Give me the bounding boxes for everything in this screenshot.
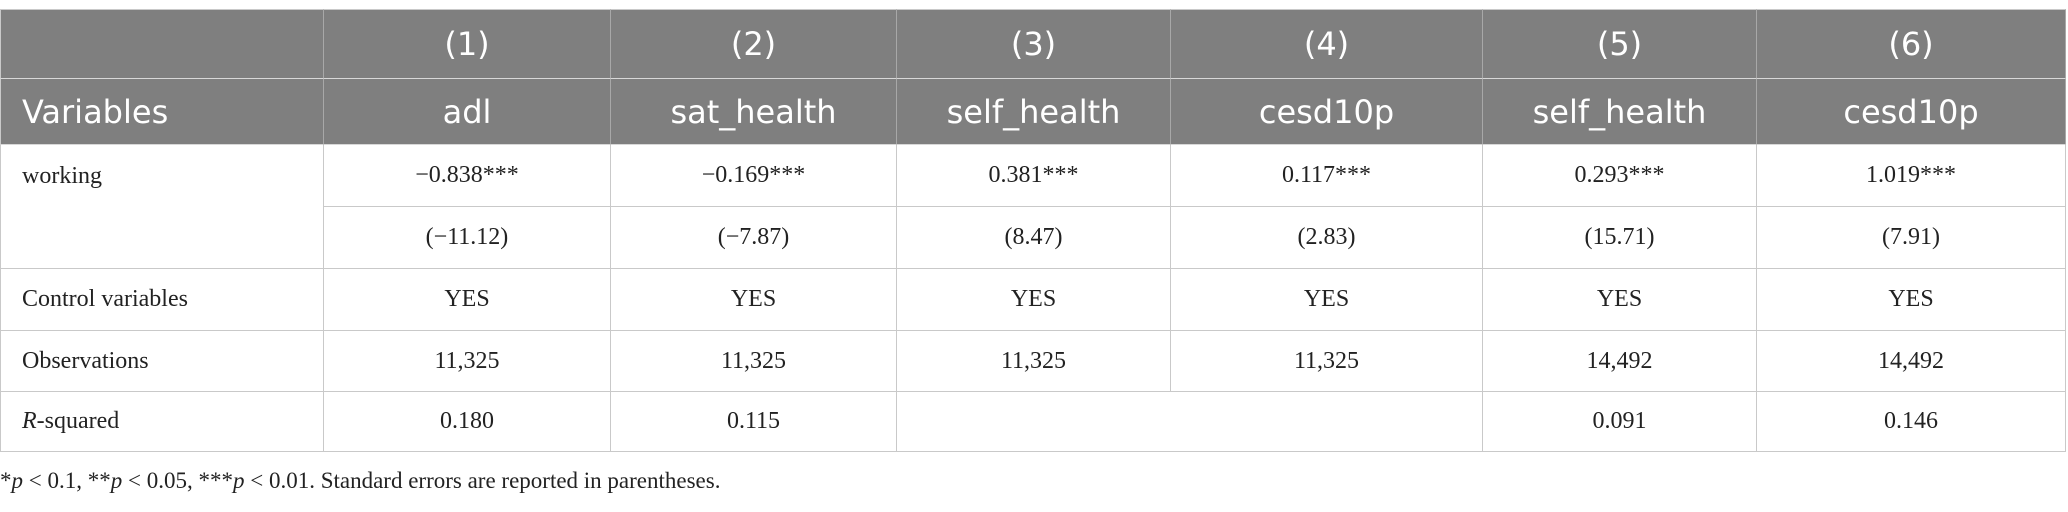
coefficient: 0.117*** [1171,145,1483,207]
label-part: -squared [36,408,120,434]
cell-value: 11,325 [897,331,1171,392]
footnote-text: p [110,468,123,493]
cell-value: YES [324,269,611,331]
header-cell [0,9,324,79]
cell-value: 11,325 [324,331,611,392]
t-statistic: (−7.87) [611,207,897,269]
row-label: Control variables [0,269,324,331]
column-number: (4) [1171,9,1483,79]
t-statistic: (−11.12) [324,207,611,269]
column-number: (3) [897,9,1171,79]
column-number: (1) [324,9,611,79]
row-label: Observations [0,331,324,392]
footnote: *p < 0.1, **p < 0.05, ***p < 0.01. Stand… [0,468,720,494]
cell-value: 0.091 [1483,392,1757,452]
cell-value: 11,325 [1171,331,1483,392]
column-number: (5) [1483,9,1757,79]
footnote-text: p [232,468,245,493]
footnote-text: p [11,468,24,493]
cell-value: 14,492 [1757,331,2066,392]
label-part: R [22,408,37,434]
row-label: working [0,145,324,269]
t-statistic: (7.91) [1757,207,2066,269]
cell-value: 14,492 [1483,331,1757,392]
coefficient: −0.838*** [324,145,611,207]
dependent-variable: self_health [1483,79,1757,145]
dependent-variable: cesd10p [1171,79,1483,145]
cell-value: YES [1171,269,1483,331]
dependent-variable: adl [324,79,611,145]
t-statistic: (2.83) [1171,207,1483,269]
column-number: (6) [1757,9,2066,79]
coefficient: −0.169*** [611,145,897,207]
t-statistic: (15.71) [1483,207,1757,269]
header-label: Variables [0,79,324,145]
cell-value: YES [1757,269,2066,331]
column-number: (2) [611,9,897,79]
footnote-text: < 0.1, ** [23,468,111,493]
row-label: R -squared [0,392,324,452]
t-statistic: (8.47) [897,207,1171,269]
cell-value: YES [611,269,897,331]
cell-value: YES [1483,269,1757,331]
footnote-text: < 0.01. Standard errors are reported in … [244,468,721,493]
coefficient: 1.019*** [1757,145,2066,207]
cell-value: YES [897,269,1171,331]
coefficient: 0.381*** [897,145,1171,207]
cell-value: 0.146 [1757,392,2066,452]
empty-cell [897,392,1483,452]
coefficient: 0.293*** [1483,145,1757,207]
dependent-variable: cesd10p [1757,79,2066,145]
footnote-text: < 0.05, *** [122,468,233,493]
dependent-variable: sat_health [611,79,897,145]
dependent-variable: self_health [897,79,1171,145]
cell-value: 11,325 [611,331,897,392]
cell-value: 0.115 [611,392,897,452]
footnote-text: * [0,468,12,493]
cell-value: 0.180 [324,392,611,452]
